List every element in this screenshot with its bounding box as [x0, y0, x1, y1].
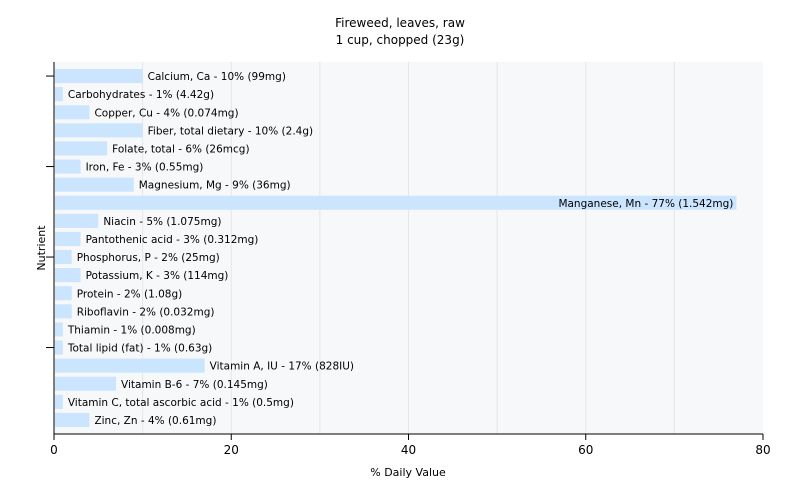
bar-label: Vitamin A, IU - 17% (828IU) [210, 361, 354, 373]
bar [55, 68, 143, 84]
bar [55, 87, 63, 102]
x-tick-label: 80 [755, 443, 770, 457]
y-axis-label: Nutrient [35, 225, 48, 271]
x-axis-label: % Daily Value [370, 466, 446, 479]
bar-label: Thiamin - 1% (0.008mg) [67, 324, 196, 336]
x-tick-label: 20 [224, 443, 239, 457]
bar-label: Protein - 2% (1.08g) [77, 288, 183, 300]
bar [55, 376, 117, 391]
bar-label: Phosphorus, P - 2% (25mg) [77, 252, 220, 264]
bar-label: Folate, total - 6% (26mcg) [112, 143, 249, 155]
bar-label: Vitamin C, total ascorbic acid - 1% (0.5… [68, 397, 294, 409]
bar-label: Magnesium, Mg - 9% (36mg) [139, 180, 291, 192]
bar-label: Carbohydrates - 1% (4.42g) [68, 89, 214, 101]
x-tick-label: 0 [50, 443, 58, 457]
bar [55, 358, 205, 373]
bar-label: Zinc, Zn - 4% (0.61mg) [94, 415, 216, 427]
bar [55, 159, 81, 174]
bar-label: Pantothenic acid - 3% (0.312mg) [86, 234, 259, 246]
bar [55, 123, 143, 138]
chart-title: Fireweed, leaves, raw [335, 16, 465, 30]
bar-label: Fiber, total dietary - 10% (2.4g) [148, 125, 313, 137]
x-tick-label: 40 [401, 443, 416, 457]
plot-area: Calcium, Ca - 10% (99mg) Carbohydrates - … [46, 62, 771, 457]
bar-label: Calcium, Ca - 10% (99mg) [148, 71, 286, 83]
bar [55, 231, 81, 247]
bar [55, 304, 72, 319]
bar [55, 249, 72, 265]
bar [55, 105, 90, 120]
bar-label: Iron, Fe - 3% (0.55mg) [86, 162, 204, 174]
bar-label: Vitamin B-6 - 7% (0.145mg) [121, 379, 268, 391]
bar-label: Potassium, K - 3% (114mg) [86, 270, 229, 282]
chart-subtitle: 1 cup, chopped (23g) [336, 33, 465, 47]
bar-label: Riboflavin - 2% (0.032mg) [77, 306, 215, 318]
bar-label: Copper, Cu - 4% (0.074mg) [94, 107, 238, 119]
bar-label: Total lipid (fat) - 1% (0.63g) [67, 343, 212, 355]
bar [55, 412, 90, 428]
bar [55, 213, 99, 228]
bar [55, 141, 108, 156]
bar-label: Niacin - 5% (1.075mg) [103, 216, 221, 228]
bar [55, 268, 81, 283]
bar-label: Manganese, Mn - 77% (1.542mg) [558, 198, 733, 210]
bar [55, 286, 72, 301]
bar [55, 322, 63, 337]
bar [55, 394, 63, 409]
bar [55, 177, 134, 192]
bar [55, 195, 737, 210]
bar [55, 340, 63, 355]
x-tick-label: 60 [578, 443, 593, 457]
